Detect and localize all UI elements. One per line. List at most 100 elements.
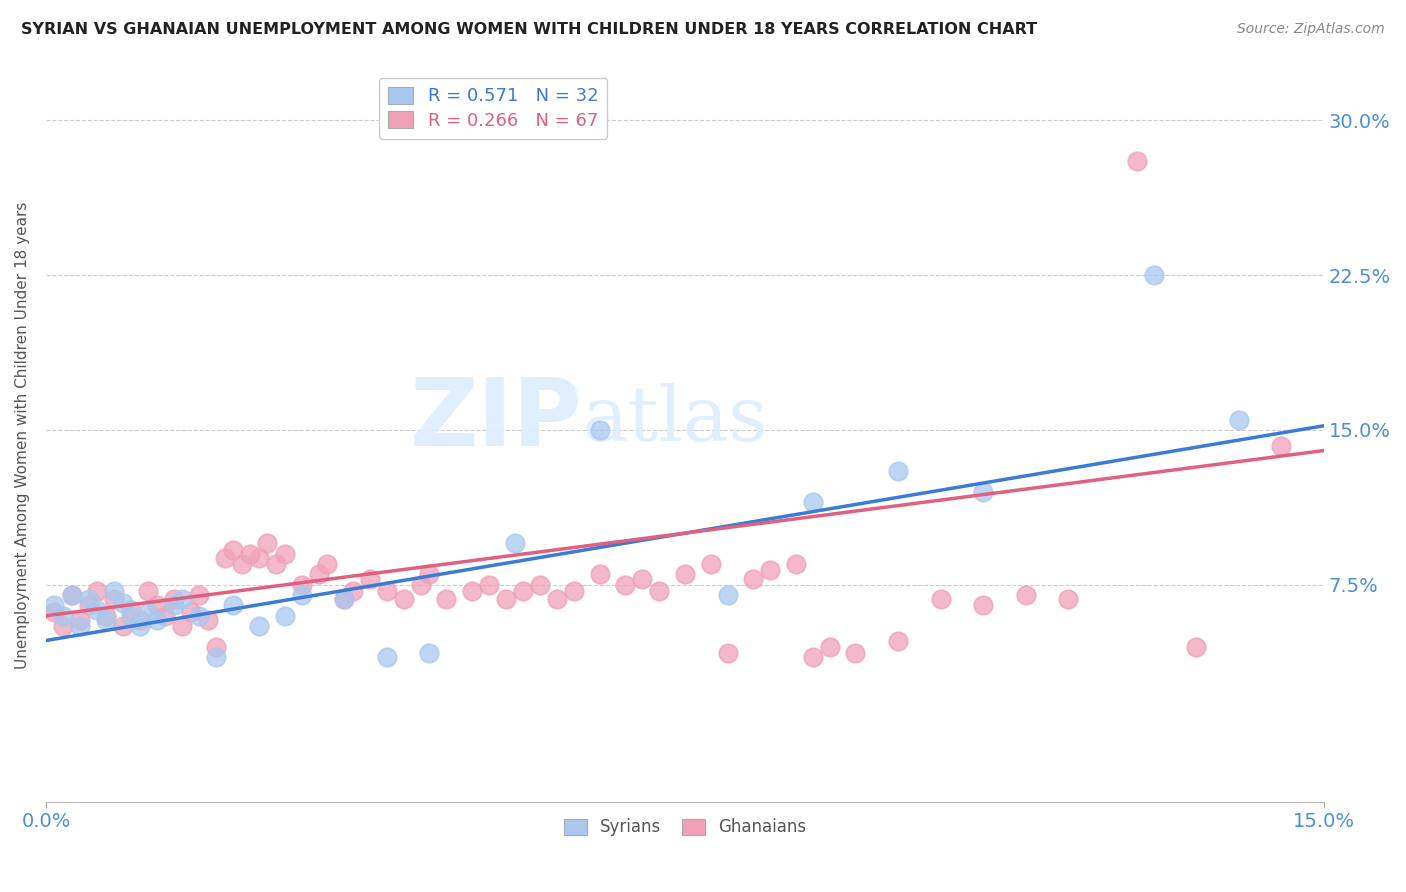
Point: [546, 592, 568, 607]
Point: [222, 599, 245, 613]
Point: [205, 650, 228, 665]
Point: [120, 608, 142, 623]
Point: [333, 592, 356, 607]
Point: [128, 619, 150, 633]
Point: [1270, 439, 1292, 453]
Point: [44, 605, 66, 619]
Point: [128, 613, 150, 627]
Point: [163, 599, 186, 613]
Point: [1125, 154, 1147, 169]
Point: [503, 536, 526, 550]
Point: [273, 608, 295, 623]
Point: [529, 578, 551, 592]
Point: [1185, 640, 1208, 654]
Point: [759, 563, 782, 577]
Point: [418, 567, 440, 582]
Point: [818, 640, 841, 654]
Point: [887, 464, 910, 478]
Point: [392, 592, 415, 607]
Point: [375, 584, 398, 599]
Point: [86, 584, 108, 599]
Point: [77, 592, 100, 607]
Point: [801, 650, 824, 665]
Point: [409, 578, 432, 592]
Point: [52, 608, 75, 623]
Point: [111, 619, 134, 633]
Point: [103, 592, 125, 607]
Point: [589, 567, 612, 582]
Point: [1057, 592, 1080, 607]
Point: [562, 584, 585, 599]
Point: [342, 584, 364, 599]
Point: [197, 613, 219, 627]
Point: [69, 613, 91, 627]
Point: [929, 592, 952, 607]
Point: [214, 550, 236, 565]
Point: [188, 588, 211, 602]
Point: [316, 557, 339, 571]
Point: [247, 550, 270, 565]
Point: [375, 650, 398, 665]
Point: [436, 592, 458, 607]
Text: SYRIAN VS GHANAIAN UNEMPLOYMENT AMONG WOMEN WITH CHILDREN UNDER 18 YEARS CORRELA: SYRIAN VS GHANAIAN UNEMPLOYMENT AMONG WO…: [21, 22, 1038, 37]
Point: [589, 423, 612, 437]
Point: [239, 547, 262, 561]
Point: [478, 578, 501, 592]
Point: [512, 584, 534, 599]
Point: [290, 578, 312, 592]
Point: [785, 557, 807, 571]
Point: [205, 640, 228, 654]
Point: [495, 592, 517, 607]
Point: [172, 592, 194, 607]
Point: [69, 619, 91, 633]
Point: [614, 578, 637, 592]
Point: [742, 572, 765, 586]
Point: [111, 596, 134, 610]
Point: [333, 592, 356, 607]
Point: [52, 619, 75, 633]
Point: [972, 599, 994, 613]
Point: [716, 646, 738, 660]
Point: [844, 646, 866, 660]
Text: atlas: atlas: [582, 384, 768, 458]
Point: [86, 602, 108, 616]
Point: [699, 557, 721, 571]
Point: [155, 608, 177, 623]
Point: [60, 588, 83, 602]
Point: [887, 633, 910, 648]
Point: [631, 572, 654, 586]
Point: [188, 608, 211, 623]
Point: [136, 605, 159, 619]
Y-axis label: Unemployment Among Women with Children Under 18 years: Unemployment Among Women with Children U…: [15, 202, 30, 669]
Point: [136, 584, 159, 599]
Point: [231, 557, 253, 571]
Point: [1015, 588, 1038, 602]
Point: [247, 619, 270, 633]
Point: [461, 584, 484, 599]
Point: [120, 602, 142, 616]
Point: [1227, 412, 1250, 426]
Point: [145, 599, 167, 613]
Point: [44, 599, 66, 613]
Text: ZIP: ZIP: [411, 375, 582, 467]
Point: [94, 608, 117, 623]
Point: [103, 584, 125, 599]
Point: [145, 613, 167, 627]
Point: [256, 536, 278, 550]
Point: [60, 588, 83, 602]
Point: [77, 599, 100, 613]
Point: [94, 613, 117, 627]
Point: [308, 567, 330, 582]
Point: [163, 592, 186, 607]
Point: [222, 542, 245, 557]
Point: [172, 619, 194, 633]
Point: [418, 646, 440, 660]
Point: [972, 484, 994, 499]
Point: [264, 557, 287, 571]
Point: [648, 584, 671, 599]
Point: [290, 588, 312, 602]
Point: [1142, 268, 1164, 282]
Point: [273, 547, 295, 561]
Legend: Syrians, Ghanaians: Syrians, Ghanaians: [555, 810, 814, 845]
Text: Source: ZipAtlas.com: Source: ZipAtlas.com: [1237, 22, 1385, 37]
